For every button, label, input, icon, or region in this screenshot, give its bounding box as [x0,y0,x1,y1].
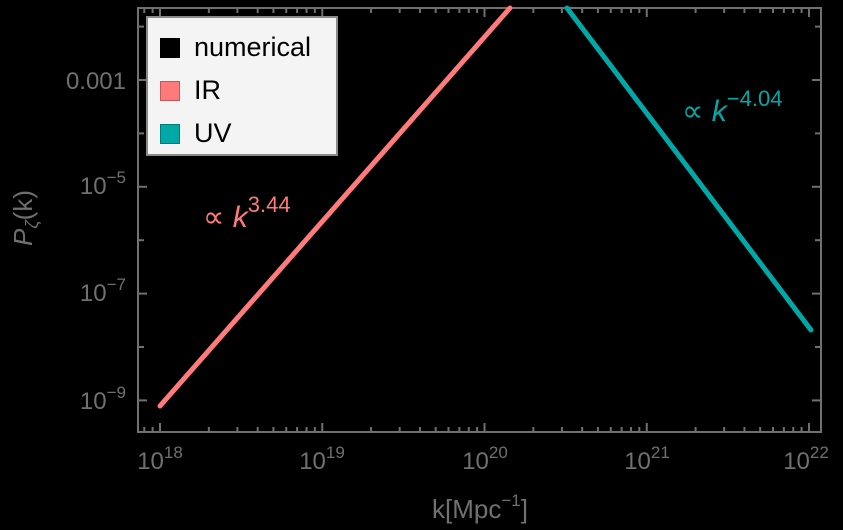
x-tick-label: 1018 [137,443,183,475]
axis-ticks [138,8,821,432]
y-tick-label: 10−9 [80,383,126,415]
y-tick-label: 0.001 [66,68,126,95]
x-tick-label: 1021 [624,443,670,475]
legend-swatch [160,80,180,101]
legend-swatch [160,123,180,144]
uv-series-line [564,5,814,333]
y-axis-title: Pζ(k) [8,190,42,246]
legend-swatch [160,37,180,58]
plot-frame [137,7,822,433]
x-axis-title: k[Mpc−1] [432,491,528,524]
x-tick-label: 1019 [299,443,345,475]
ir-series-line [157,5,513,409]
chart-legend: numerical IR UV [146,16,338,156]
legend-item-numerical: numerical [160,32,311,63]
legend-item-uv: UV [160,118,232,149]
ir-slope-annotation: ∝ k3.44 [203,192,291,234]
legend-label: UV [194,118,232,148]
legend-item-ir: IR [160,75,221,106]
uv-slope-annotation: ∝ k−4.04 [682,86,783,128]
legend-label: IR [194,75,221,105]
legend-label: numerical [194,32,312,62]
y-tick-label: 10−7 [80,275,126,307]
x-tick-label: 1022 [783,443,829,475]
x-tick-label: 1020 [462,443,508,475]
y-tick-label: 10−5 [80,168,126,200]
